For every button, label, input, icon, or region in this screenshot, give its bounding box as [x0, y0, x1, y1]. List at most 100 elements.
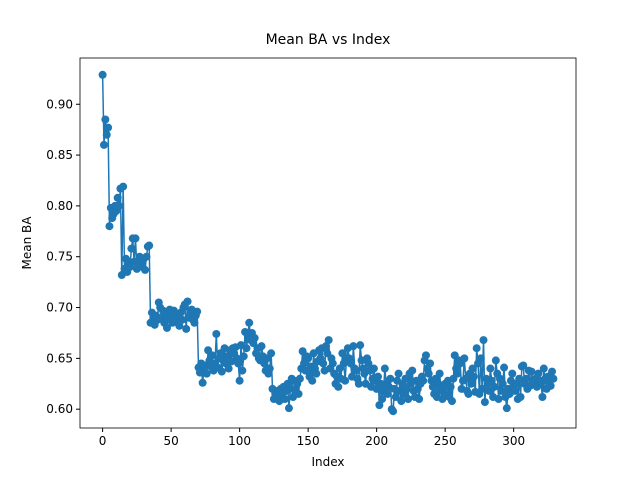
data-point — [349, 342, 358, 351]
data-point — [301, 366, 310, 375]
data-point — [491, 356, 500, 365]
data-point — [105, 222, 114, 231]
data-point — [193, 307, 202, 316]
data-point — [341, 376, 350, 385]
y-tick-label: 0.75 — [46, 250, 73, 264]
data-point — [308, 376, 317, 385]
data-point — [446, 382, 455, 391]
data-point — [502, 404, 511, 413]
data-point — [364, 359, 373, 368]
data-point — [217, 367, 226, 376]
data-point — [498, 379, 507, 388]
data-point — [175, 321, 184, 330]
data-point — [479, 336, 488, 345]
data-point — [397, 397, 406, 406]
y-tick-label: 0.70 — [46, 301, 73, 315]
data-point — [328, 359, 337, 368]
data-point — [468, 364, 477, 373]
y-tick-label: 0.80 — [46, 199, 73, 213]
data-point — [354, 379, 363, 388]
data-point — [487, 376, 496, 385]
data-point — [426, 359, 435, 368]
y-axis-label: Mean BA — [20, 216, 34, 270]
data-point — [497, 386, 506, 395]
data-point — [190, 318, 199, 327]
data-point — [224, 364, 233, 373]
data-point — [549, 374, 558, 383]
data-point — [476, 354, 485, 363]
x-axis-label: Index — [311, 455, 344, 469]
data-point — [356, 341, 365, 350]
data-point — [145, 241, 154, 250]
data-point — [421, 351, 430, 360]
data-point — [238, 366, 247, 375]
data-point — [515, 374, 524, 383]
data-point — [257, 342, 266, 351]
data-point — [389, 407, 398, 416]
data-point — [131, 234, 140, 243]
y-tick-label: 0.65 — [46, 351, 73, 365]
data-point — [182, 324, 191, 333]
data-point — [119, 182, 128, 191]
data-point — [267, 349, 276, 358]
data-point — [98, 70, 107, 79]
data-point — [424, 369, 433, 378]
data-point — [548, 367, 557, 376]
data-point — [534, 369, 543, 378]
data-point — [198, 378, 207, 387]
y-tick-label: 0.85 — [46, 148, 73, 162]
data-point — [239, 352, 248, 361]
data-point — [115, 201, 124, 210]
data-point — [386, 374, 395, 383]
x-tick-label: 250 — [434, 434, 457, 448]
data-point — [539, 364, 548, 373]
x-tick-label: 150 — [297, 434, 320, 448]
data-point — [265, 364, 274, 373]
data-point — [99, 140, 108, 149]
data-point — [250, 334, 259, 343]
data-point — [102, 130, 111, 139]
data-point — [511, 386, 520, 395]
data-point — [284, 404, 293, 413]
data-point — [408, 366, 417, 375]
data-point — [516, 392, 525, 401]
data-point — [527, 367, 536, 376]
data-point — [369, 364, 378, 373]
data-point — [376, 379, 385, 388]
data-point — [101, 115, 110, 124]
data-point — [294, 389, 303, 398]
data-point — [324, 336, 333, 345]
data-point — [142, 252, 151, 261]
data-point — [245, 318, 254, 327]
data-point — [212, 329, 221, 338]
data-point — [448, 397, 456, 406]
data-point — [319, 359, 328, 368]
data-point — [478, 384, 487, 393]
data-point — [178, 315, 187, 324]
data-point — [490, 382, 499, 391]
data-point — [546, 381, 555, 390]
data-point — [234, 359, 243, 368]
data-point — [375, 401, 384, 410]
data-point — [208, 351, 217, 360]
data-point — [383, 389, 392, 398]
data-point — [469, 372, 478, 381]
data-point — [508, 369, 517, 378]
data-point — [113, 193, 122, 202]
y-tick-label: 0.60 — [46, 402, 73, 416]
data-point — [312, 369, 321, 378]
x-tick-label: 0 — [99, 434, 107, 448]
x-tick-label: 300 — [502, 434, 525, 448]
data-point — [404, 395, 413, 404]
data-point — [391, 392, 400, 401]
data-point — [202, 369, 211, 378]
data-point — [280, 395, 289, 404]
data-point — [521, 374, 530, 383]
data-point — [141, 265, 150, 274]
y-tick-label: 0.90 — [46, 97, 73, 111]
plot-frame — [79, 57, 577, 429]
data-point — [415, 395, 424, 404]
